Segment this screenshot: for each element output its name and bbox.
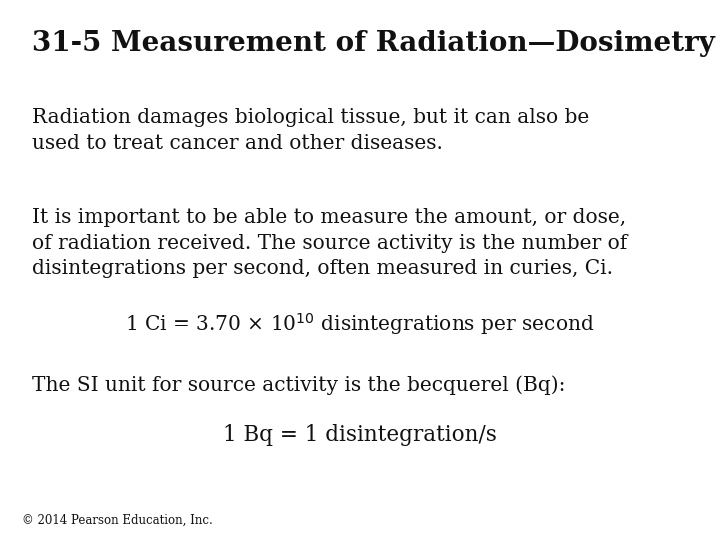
Text: It is important to be able to measure the amount, or dose,
of radiation received: It is important to be able to measure th… [32, 208, 628, 279]
Text: 1 Ci = 3.70 × 10$^{10}$ disintegrations per second: 1 Ci = 3.70 × 10$^{10}$ disintegrations … [125, 311, 595, 337]
Text: Radiation damages biological tissue, but it can also be
used to treat cancer and: Radiation damages biological tissue, but… [32, 108, 590, 153]
Text: The SI unit for source activity is the becquerel (Bq):: The SI unit for source activity is the b… [32, 375, 566, 395]
Text: 31-5 Measurement of Radiation—Dosimetry: 31-5 Measurement of Radiation—Dosimetry [32, 30, 715, 57]
Text: © 2014 Pearson Education, Inc.: © 2014 Pearson Education, Inc. [22, 514, 212, 526]
Text: 1 Bq = 1 disintegration/s: 1 Bq = 1 disintegration/s [223, 424, 497, 446]
